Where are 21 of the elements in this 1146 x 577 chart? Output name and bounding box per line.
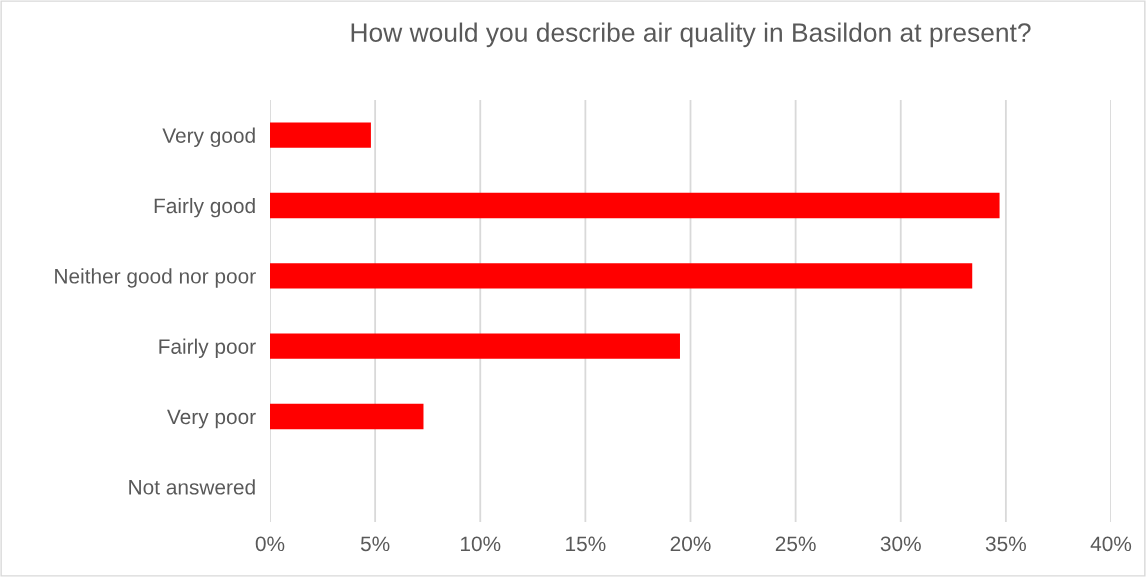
bar: [270, 333, 680, 359]
x-tick-label: 10%: [460, 536, 501, 552]
bar: [270, 263, 973, 289]
bar: [270, 403, 424, 430]
x-tick-label: 30%: [880, 536, 921, 552]
bar: [270, 192, 1000, 219]
chart-title: How would you describe air quality in Basildon at present?: [351, 22, 1031, 48]
x-tick-label: 0%: [255, 536, 285, 552]
x-tick-label: 5%: [360, 536, 390, 552]
x-tick-label: 40%: [1090, 536, 1132, 552]
y-tick-label: Neither good nor poor: [55, 268, 256, 288]
x-tick-label: 35%: [985, 536, 1026, 552]
x-tick-label: 25%: [775, 536, 816, 552]
y-tick-label: Fairly poor: [159, 338, 256, 359]
y-tick-label: Very poor: [167, 409, 256, 429]
bar: [270, 122, 371, 148]
x-tick-label: 20%: [670, 536, 711, 552]
y-tick-label: Fairly good: [154, 197, 255, 218]
y-tick-label: Very good: [162, 127, 255, 148]
x-tick-label: 15%: [566, 536, 606, 552]
y-tick-label: Not answered: [129, 479, 255, 495]
